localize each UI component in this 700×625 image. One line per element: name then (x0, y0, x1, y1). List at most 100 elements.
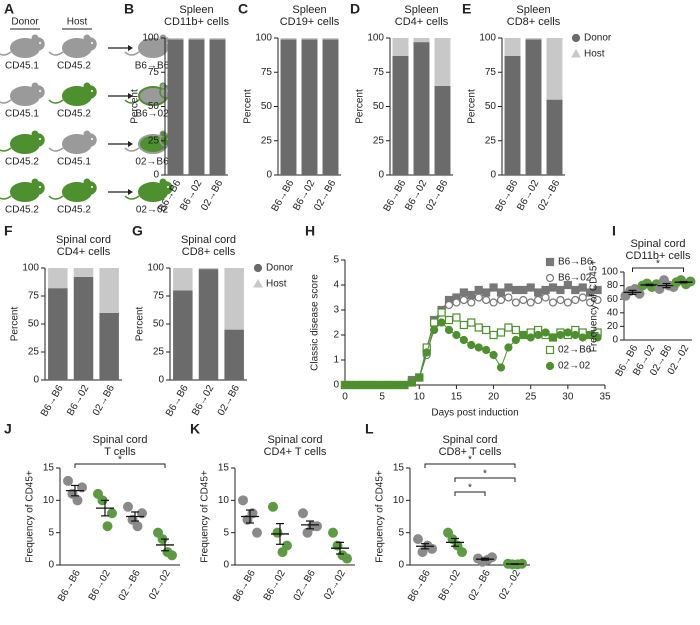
data-point (272, 527, 283, 538)
mouse-eye (91, 90, 93, 92)
bar-segment (301, 38, 318, 40)
bar-segment (48, 268, 68, 289)
group-label: 02→02 (136, 205, 169, 216)
x-tick-label: 10 (414, 392, 426, 403)
data-point (474, 343, 483, 352)
mouse-eye (91, 42, 93, 44)
y-tick-label: 75 (148, 67, 160, 78)
mouse-eye (39, 90, 41, 92)
chart-title: Spinal cord (92, 434, 147, 446)
mouse-tail (124, 147, 140, 152)
data-point (430, 318, 439, 327)
donor-label: CD45.1 (5, 61, 39, 72)
bar-segment (224, 268, 244, 330)
y-tick-label: 10 (393, 495, 405, 506)
y-tick-label: 100 (255, 33, 272, 44)
data-point (107, 508, 117, 519)
legend-marker (253, 263, 263, 273)
bar-segment (209, 39, 226, 176)
chart-title: CD19+ cells (280, 16, 340, 28)
data-point (452, 330, 461, 340)
data-point (298, 508, 308, 519)
data-point (519, 330, 528, 340)
data-point (459, 295, 468, 305)
bar-segment (198, 268, 219, 270)
mouse-icon (48, 130, 97, 154)
x-tick-label: B6→02 (190, 383, 216, 418)
data-point (593, 333, 602, 342)
x-tick-label: 02→02 (147, 568, 173, 602)
bar-segment (48, 288, 68, 380)
data-point (413, 534, 423, 545)
data-point (563, 280, 572, 290)
data-point (586, 330, 595, 340)
data-point (312, 521, 322, 532)
data-point (534, 330, 543, 340)
chart-title: CD4+ cells (57, 246, 111, 258)
mouse-ear (31, 130, 39, 138)
legend-label: Donor (266, 263, 294, 274)
y-tick-label: 0 (266, 170, 272, 181)
data-point (467, 290, 476, 300)
group-label: 02→B6 (135, 157, 169, 168)
x-tick-label: 20 (488, 392, 500, 403)
data-point (430, 325, 439, 335)
x-tick-label: 02→02 (322, 568, 348, 602)
data-point (123, 501, 133, 512)
data-point (654, 284, 665, 294)
panel-letter: J (4, 421, 12, 437)
y-tick-label: 0 (153, 170, 159, 181)
y-tick-label: 10 (43, 495, 55, 506)
y-tick-label: 0 (490, 170, 496, 181)
legend-label: Host (266, 279, 287, 290)
chart-title: Spinal cord (56, 234, 111, 246)
legend-label: Donor (584, 33, 612, 44)
legend-label: Host (584, 49, 605, 60)
y-tick-label: 2 (333, 330, 339, 341)
data-point (578, 333, 587, 342)
data-point (504, 283, 513, 292)
legend-marker (545, 257, 555, 267)
mouse-icon (48, 82, 97, 106)
data-point (238, 495, 248, 506)
data-point (348, 380, 357, 390)
group-label: B6→B6 (135, 61, 170, 72)
data-point (355, 380, 364, 390)
bar-segment (173, 290, 193, 380)
bar-segment (188, 38, 205, 40)
panel-letter: I (612, 223, 616, 239)
data-point (534, 295, 543, 305)
data-point (474, 285, 483, 295)
y-tick-label: 75 (261, 67, 273, 78)
data-point (482, 325, 491, 335)
y-tick-label: 20 (607, 321, 619, 332)
chart-title: Spinal cord (630, 238, 685, 250)
data-point (407, 378, 416, 387)
data-point (556, 330, 565, 340)
legend-label: 02→02 (558, 361, 591, 372)
y-tick-label: 0 (223, 560, 229, 571)
y-tick-label: 25 (485, 135, 497, 146)
x-tick-label: 15 (451, 392, 463, 403)
data-point (444, 300, 454, 310)
mouse-icon (0, 34, 45, 58)
bar-segment (280, 39, 297, 176)
host-label: CD45.1 (57, 157, 91, 168)
y-tick-label: 60 (607, 294, 619, 305)
data-point (563, 298, 572, 307)
donor-label: CD45.2 (5, 205, 39, 216)
bar-segment (198, 269, 219, 380)
data-point (586, 298, 595, 307)
mouse-ear (159, 178, 167, 186)
arrow-head (128, 93, 133, 99)
panel-letter: K (190, 421, 200, 437)
data-point (511, 298, 520, 307)
data-point (496, 328, 506, 337)
data-point (467, 298, 476, 307)
y-tick-label: 100 (22, 263, 39, 274)
bar-segment (167, 39, 184, 176)
chart-title: CD4+ T cells (264, 446, 327, 458)
data-point (511, 335, 520, 345)
chart-title: Spinal cord (267, 434, 322, 446)
